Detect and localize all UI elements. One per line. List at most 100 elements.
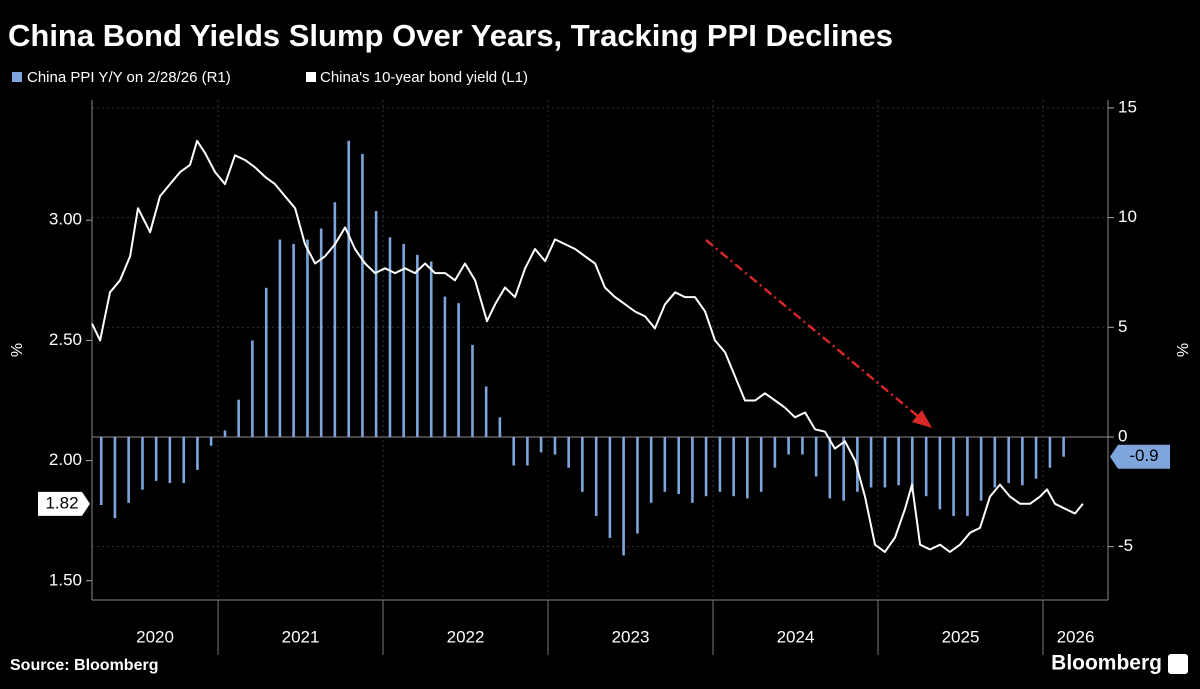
bar bbox=[663, 436, 667, 492]
bar bbox=[966, 436, 969, 516]
bar bbox=[993, 436, 997, 488]
bar bbox=[99, 436, 103, 506]
legend-label: China's 10-year bond yield (L1) bbox=[320, 69, 528, 86]
bar bbox=[429, 261, 433, 437]
bar bbox=[306, 239, 309, 437]
bar bbox=[897, 436, 900, 486]
bar bbox=[608, 436, 612, 538]
x-tick-label: 2023 bbox=[612, 627, 650, 646]
bar bbox=[732, 436, 735, 497]
bar bbox=[773, 436, 777, 468]
legend-swatch bbox=[12, 72, 22, 82]
y-tick-label: 2.00 bbox=[49, 450, 82, 469]
x-tick-label: 2020 bbox=[136, 627, 174, 646]
y2-tick-label: 15 bbox=[1118, 97, 1137, 116]
bar bbox=[979, 436, 983, 501]
bar bbox=[677, 436, 680, 495]
y-axis-label: % bbox=[9, 343, 26, 357]
x-tick-label: 2024 bbox=[777, 627, 815, 646]
bar bbox=[594, 436, 598, 516]
bar bbox=[1007, 436, 1010, 484]
bar bbox=[223, 430, 227, 437]
y-tick-label: 3.00 bbox=[49, 210, 82, 229]
bar bbox=[869, 436, 873, 488]
bar bbox=[209, 436, 213, 446]
bar bbox=[237, 399, 240, 437]
bar bbox=[154, 436, 158, 481]
bar bbox=[457, 303, 460, 437]
bar bbox=[539, 436, 543, 453]
bar bbox=[567, 436, 570, 468]
bar bbox=[924, 436, 928, 497]
bar bbox=[938, 436, 942, 510]
plot-area: -5 0 5 10 15 1.50 2.00 2.50 3.00 2020 2021 2022 2023… bbox=[38, 97, 1170, 655]
logo: Bloomberg bbox=[1051, 652, 1162, 675]
y2-tick-label: 0 bbox=[1118, 426, 1127, 445]
bar bbox=[883, 436, 887, 488]
bar bbox=[1021, 436, 1024, 486]
bar bbox=[113, 436, 117, 519]
arrow-head bbox=[912, 410, 932, 428]
x-tick-label: 2025 bbox=[942, 627, 980, 646]
bar bbox=[581, 436, 584, 492]
bar bbox=[196, 436, 199, 470]
bar bbox=[388, 237, 392, 437]
bar bbox=[526, 436, 529, 466]
y2-axis-label: % bbox=[1175, 343, 1192, 357]
bar bbox=[1048, 436, 1052, 468]
x-tick-label: 2021 bbox=[282, 627, 320, 646]
bar bbox=[292, 243, 295, 437]
bar bbox=[1034, 436, 1038, 479]
bar bbox=[361, 153, 364, 437]
x-tick-label: 2026 bbox=[1057, 627, 1095, 646]
x-tick-label: 2022 bbox=[447, 627, 485, 646]
bar bbox=[842, 436, 845, 501]
last-value-box bbox=[1110, 444, 1170, 469]
bar bbox=[787, 436, 790, 455]
bar bbox=[471, 344, 474, 437]
bar bbox=[1062, 436, 1065, 457]
last-value-label: -0.9 bbox=[1129, 446, 1158, 465]
bar bbox=[168, 436, 172, 484]
bar bbox=[636, 436, 639, 534]
last-value-box bbox=[38, 491, 90, 516]
bar bbox=[141, 436, 144, 490]
bar bbox=[374, 211, 378, 437]
source: Source: Bloomberg bbox=[10, 657, 158, 674]
bar bbox=[649, 436, 653, 503]
bar bbox=[856, 436, 859, 492]
y2-tick-label: 5 bbox=[1118, 317, 1127, 336]
bar bbox=[333, 202, 337, 437]
y-tick-label: 2.50 bbox=[49, 330, 82, 349]
bar bbox=[443, 296, 447, 437]
bar bbox=[801, 436, 804, 455]
bar bbox=[718, 436, 722, 492]
logo-icon bbox=[1168, 654, 1188, 674]
bar bbox=[484, 386, 488, 437]
bar bbox=[264, 287, 268, 437]
legend-label: China PPI Y/Y on 2/28/26 (R1) bbox=[27, 69, 231, 86]
bar bbox=[704, 436, 708, 497]
bar bbox=[416, 254, 419, 437]
y2-tick-label: 10 bbox=[1118, 207, 1137, 226]
bar bbox=[278, 239, 282, 437]
y-tick-label: 1.50 bbox=[49, 570, 82, 589]
arrow-line bbox=[705, 239, 921, 419]
last-value-label: 1.82 bbox=[45, 493, 78, 512]
bar bbox=[498, 417, 502, 437]
line bbox=[91, 139, 1084, 553]
bar bbox=[319, 228, 323, 437]
chart-title: China Bond Yields Slump Over Years, Trac… bbox=[8, 18, 893, 53]
bar bbox=[691, 436, 694, 503]
y2-tick-label: -5 bbox=[1118, 536, 1133, 555]
bar bbox=[251, 340, 254, 437]
annotation-arrow bbox=[705, 239, 932, 428]
bar bbox=[127, 436, 130, 503]
bar bbox=[402, 243, 405, 437]
bar bbox=[814, 436, 818, 477]
bar bbox=[952, 436, 955, 516]
bar bbox=[622, 436, 625, 556]
